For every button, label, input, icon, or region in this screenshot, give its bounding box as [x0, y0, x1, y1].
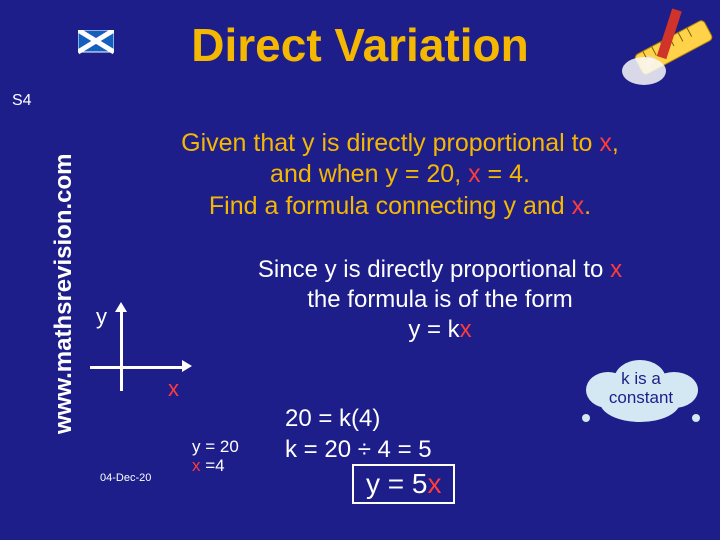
sub-x-b: =4 [201, 456, 225, 475]
solution-line2: the formula is of the form [307, 286, 572, 313]
page-title: Direct Variation [0, 18, 720, 72]
solution-block: Since y is directly proportional to x th… [180, 255, 700, 345]
solution-line1a: Since y is directly proportional to [258, 256, 610, 283]
problem-line2x: x [468, 160, 481, 188]
problem-line3b: . [584, 192, 591, 220]
answer-a: y = 5 [366, 468, 427, 499]
problem-line3a: Find a formula connecting y and [209, 192, 572, 220]
problem-line1b: , [612, 129, 619, 157]
substitution-values: y = 20 x =4 [192, 438, 239, 475]
answer-x: x [427, 468, 441, 499]
sidebar-url: www.mathsrevision.com [50, 154, 78, 434]
cloud-line1: k is a [621, 369, 661, 388]
cloud-line2: constant [609, 388, 673, 407]
problem-line2b: = 4. [481, 160, 530, 188]
x-axis-label: x [168, 376, 179, 402]
solution-formula-x: x [460, 316, 472, 343]
problem-line2a: and when y = 20, [270, 160, 468, 188]
problem-line1a: Given that y is directly proportional to [181, 129, 599, 157]
problem-line1x: x [599, 129, 612, 157]
substitution-eq: 20 = k(4) [285, 405, 380, 433]
problem-line3x: x [572, 192, 585, 220]
answer-box: y = 5x [352, 464, 455, 504]
problem-statement: Given that y is directly proportional to… [110, 128, 690, 222]
y-axis-label: y [96, 304, 107, 330]
date-label: 04-Dec-20 [100, 472, 151, 484]
sub-x-a: x [192, 456, 201, 475]
solve-k: k = 20 ÷ 4 = 5 [285, 436, 432, 464]
level-badge: S4 [12, 92, 32, 110]
solution-formula-a: y = k [408, 316, 459, 343]
solution-line1x: x [610, 256, 622, 283]
sub-y: y = 20 [192, 437, 239, 456]
cloud-callout: k is a constant [580, 358, 702, 428]
